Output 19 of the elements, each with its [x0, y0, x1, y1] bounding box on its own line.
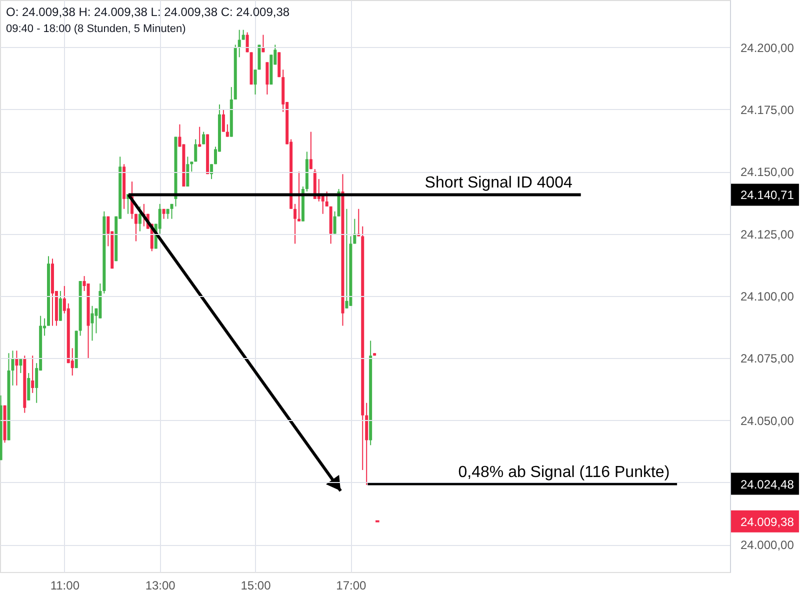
- x-tick-label: 11:00: [50, 578, 80, 592]
- y-tick-label: 24.200,00: [740, 40, 794, 55]
- y-tick-label: 24.050,00: [740, 414, 794, 428]
- annotation: Short Signal ID 4004: [424, 174, 573, 192]
- x-tick-label: 15:00: [240, 578, 272, 592]
- y-tick-label: 24.150,00: [740, 165, 794, 180]
- y-tick-label: 24.024,48: [740, 477, 794, 492]
- x-tick-label: 17:00: [336, 578, 367, 592]
- y-tick-label: 24.175,00: [740, 102, 794, 117]
- y-tick-label: 24.100,00: [740, 289, 794, 304]
- annotation: 0,48% ab Signal (116 Punkte): [458, 464, 670, 481]
- x-tick-label: 13:00: [145, 578, 176, 592]
- y-tick-label: 24.009,38: [740, 514, 794, 529]
- y-tick-label: 24.125,00: [740, 227, 794, 242]
- y-tick-label: 24.000,00: [740, 538, 794, 552]
- y-tick-label: 24.140,71: [740, 188, 794, 202]
- chart-title: O: 24.009,38 H: 24.009,38 L: 24.009,38 C: 24.009,38: [6, 5, 290, 19]
- y-tick-label: 24.075,00: [740, 352, 794, 366]
- text: 09:40 - 18:00 (8 Stunden, 5 Minuten): [6, 23, 186, 35]
